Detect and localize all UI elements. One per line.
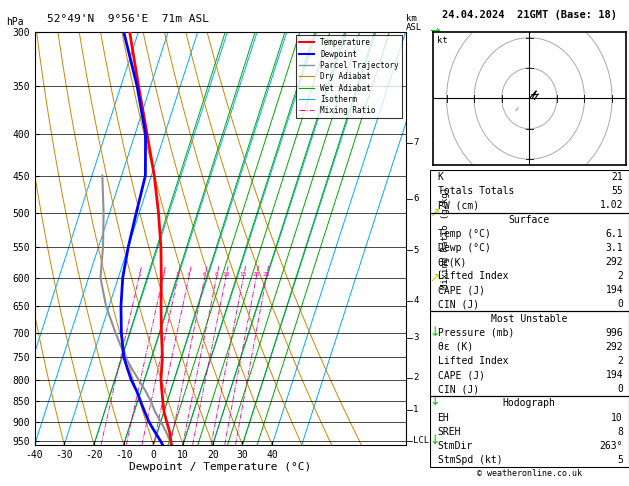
Text: Dewp (°C): Dewp (°C) xyxy=(438,243,491,253)
Text: ↓: ↓ xyxy=(429,434,440,448)
Text: 194: 194 xyxy=(605,370,623,380)
Text: 6: 6 xyxy=(413,194,419,203)
Bar xyxy=(430,312,629,396)
Text: 2: 2 xyxy=(617,271,623,281)
Text: ↓: ↓ xyxy=(429,326,440,339)
Text: 52°49'N  9°56'E  71m ASL: 52°49'N 9°56'E 71m ASL xyxy=(47,14,209,24)
Text: 24.04.2024  21GMT (Base: 18): 24.04.2024 21GMT (Base: 18) xyxy=(442,10,617,20)
Text: PW (cm): PW (cm) xyxy=(438,201,479,210)
X-axis label: Dewpoint / Temperature (°C): Dewpoint / Temperature (°C) xyxy=(129,462,311,472)
Text: 8: 8 xyxy=(617,427,623,437)
Text: CIN (J): CIN (J) xyxy=(438,384,479,394)
Text: kt: kt xyxy=(437,35,447,45)
Text: km
ASL: km ASL xyxy=(406,14,423,32)
Text: ↗: ↗ xyxy=(429,127,440,140)
Text: 263°: 263° xyxy=(599,441,623,451)
Text: 194: 194 xyxy=(605,285,623,295)
Text: Surface: Surface xyxy=(509,215,550,225)
Text: Totals Totals: Totals Totals xyxy=(438,186,514,196)
Text: Hodograph: Hodograph xyxy=(503,399,556,408)
Text: ↓: ↓ xyxy=(429,395,440,408)
Text: 2: 2 xyxy=(161,272,165,277)
Text: 292: 292 xyxy=(605,342,623,352)
Legend: Temperature, Dewpoint, Parcel Trajectory, Dry Adiabat, Wet Adiabat, Isotherm, Mi: Temperature, Dewpoint, Parcel Trajectory… xyxy=(296,35,402,118)
Text: 6.1: 6.1 xyxy=(605,229,623,239)
Text: Temp (°C): Temp (°C) xyxy=(438,229,491,239)
Text: 7: 7 xyxy=(413,138,419,147)
Text: 10: 10 xyxy=(611,413,623,422)
Text: Pressure (mb): Pressure (mb) xyxy=(438,328,514,338)
Text: 3: 3 xyxy=(413,333,419,342)
Text: 6: 6 xyxy=(203,272,206,277)
Text: 25: 25 xyxy=(262,272,270,277)
Text: Most Unstable: Most Unstable xyxy=(491,313,567,324)
Text: Lifted Index: Lifted Index xyxy=(438,356,508,366)
Text: 1: 1 xyxy=(137,272,141,277)
Text: 2: 2 xyxy=(413,373,419,382)
Bar xyxy=(430,212,629,312)
Text: 292: 292 xyxy=(605,257,623,267)
Text: LCL: LCL xyxy=(413,436,430,446)
Text: hPa: hPa xyxy=(6,17,24,27)
Text: 996: 996 xyxy=(605,328,623,338)
Text: 0: 0 xyxy=(617,384,623,394)
Text: 8: 8 xyxy=(214,272,218,277)
Text: 4: 4 xyxy=(413,296,419,305)
Text: 1: 1 xyxy=(413,405,419,414)
Text: Mixing Ratio (g/kg): Mixing Ratio (g/kg) xyxy=(442,187,450,289)
Text: 5: 5 xyxy=(617,455,623,465)
Text: CIN (J): CIN (J) xyxy=(438,299,479,310)
Text: 5: 5 xyxy=(413,245,419,255)
Text: K: K xyxy=(438,172,443,182)
Text: 3.1: 3.1 xyxy=(605,243,623,253)
Text: 10: 10 xyxy=(222,272,230,277)
Bar xyxy=(430,170,629,212)
Text: StmSpd (kt): StmSpd (kt) xyxy=(438,455,502,465)
Text: θε (K): θε (K) xyxy=(438,342,473,352)
Text: Lifted Index: Lifted Index xyxy=(438,271,508,281)
Text: SREH: SREH xyxy=(438,427,461,437)
Text: ↗: ↗ xyxy=(429,271,440,284)
Text: →: → xyxy=(429,25,440,38)
Text: 2: 2 xyxy=(617,356,623,366)
Text: 1.02: 1.02 xyxy=(599,201,623,210)
Text: ↗: ↗ xyxy=(429,207,440,220)
Text: 21: 21 xyxy=(611,172,623,182)
Text: © weatheronline.co.uk: © weatheronline.co.uk xyxy=(477,469,582,478)
Text: StmDir: StmDir xyxy=(438,441,473,451)
Bar xyxy=(430,396,629,467)
Text: 15: 15 xyxy=(240,272,247,277)
Text: EH: EH xyxy=(438,413,449,422)
Text: 0: 0 xyxy=(617,299,623,310)
Text: 55: 55 xyxy=(611,186,623,196)
Text: CAPE (J): CAPE (J) xyxy=(438,370,484,380)
Text: CAPE (J): CAPE (J) xyxy=(438,285,484,295)
Text: 3: 3 xyxy=(176,272,180,277)
Text: θε(K): θε(K) xyxy=(438,257,467,267)
Text: 20: 20 xyxy=(252,272,260,277)
Text: 4: 4 xyxy=(187,272,191,277)
